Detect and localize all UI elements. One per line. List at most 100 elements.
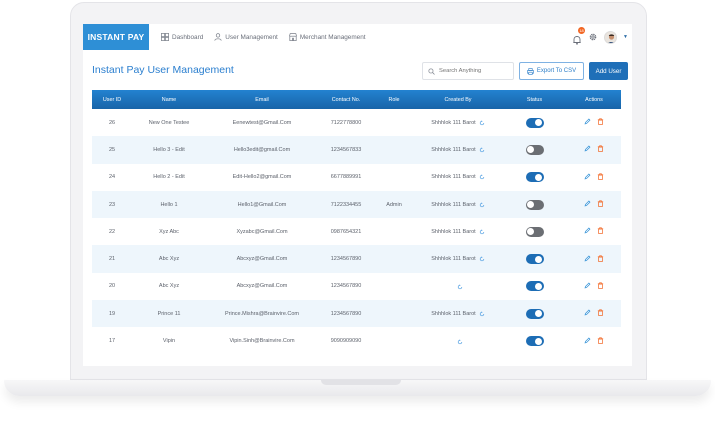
cell-contact: 1234567890 xyxy=(330,283,362,290)
status-toggle[interactable] xyxy=(525,226,544,237)
refresh-icon[interactable] xyxy=(457,338,463,345)
edit-icon[interactable] xyxy=(584,255,591,262)
nav-merchant-management[interactable]: Merchant Management xyxy=(288,33,366,41)
page-title: Instant Pay User Management xyxy=(92,64,234,76)
table-row[interactable]: 20 Abc Xyz Abcxyz@Gmail.Com 1234567890 xyxy=(92,273,621,300)
search-input[interactable] xyxy=(439,68,509,74)
user-icon xyxy=(214,33,222,41)
status-toggle[interactable] xyxy=(525,199,544,210)
refresh-icon[interactable] xyxy=(479,120,485,126)
delete-icon[interactable] xyxy=(597,200,604,207)
cell-status xyxy=(502,136,567,163)
cell-status xyxy=(502,218,567,245)
col-header-email[interactable]: Email xyxy=(255,96,269,103)
cell-actions xyxy=(567,218,621,245)
table-row[interactable]: 21 Abc Xyz Abcxyz@Gmail.Com 1234567890 Shhhl… xyxy=(92,245,621,273)
cell-contact: 1234567890 xyxy=(330,256,362,263)
brand-logo[interactable]: INSTANT PAY xyxy=(83,24,149,50)
toggle-knob xyxy=(535,119,542,127)
add-user-button[interactable]: Add User xyxy=(589,62,628,80)
export-csv-button[interactable]: Export To CSV xyxy=(519,62,584,80)
refresh-icon[interactable] xyxy=(479,229,485,235)
table-row[interactable]: 22 Xyz Abc Xyzabc@Gmail.Com 0987654321 Shhhl… xyxy=(92,218,621,245)
edit-icon[interactable] xyxy=(584,337,591,344)
cell-contact: 7122778800 xyxy=(330,119,362,126)
delete-icon[interactable] xyxy=(597,118,604,126)
col-header-actions: Actions xyxy=(585,96,603,103)
gear-icon[interactable] xyxy=(588,32,598,42)
delete-icon[interactable] xyxy=(597,309,604,317)
table-row[interactable]: 24 Hello 2 - Edit Edit-Hello2@gmail.Com 667… xyxy=(92,164,621,191)
table-row[interactable]: 26 New One Testee Eenewtest@Gmail.Com 71227… xyxy=(92,109,621,136)
col-header-status[interactable]: Status xyxy=(526,96,543,103)
refresh-icon[interactable] xyxy=(479,311,485,317)
col-header-created-by[interactable]: Created By xyxy=(444,96,472,103)
delete-icon[interactable] xyxy=(597,145,604,153)
table-header-row: User ID Name Email Contact No. Role Crea… xyxy=(92,90,621,109)
cell-actions xyxy=(567,245,621,272)
nav-dashboard[interactable]: Dashboard xyxy=(161,33,203,41)
refresh-icon[interactable] xyxy=(479,201,485,208)
cell-created-by: Shhhlok 111 Barot xyxy=(414,300,502,327)
edit-icon[interactable] xyxy=(584,227,591,234)
notification-button[interactable]: 18 xyxy=(572,27,586,45)
grid-icon xyxy=(161,33,169,41)
refresh-icon[interactable] xyxy=(479,147,485,153)
delete-icon[interactable] xyxy=(597,254,604,262)
search-field[interactable] xyxy=(422,62,514,80)
edit-icon[interactable] xyxy=(584,282,591,289)
created-by-text: Shhhlok 111 Barot xyxy=(431,119,476,126)
cell-contact: 0987654321 xyxy=(330,228,362,235)
nav-user-management[interactable]: User Management xyxy=(214,33,278,41)
cell-name: Hello 1 xyxy=(160,201,178,208)
cell-actions xyxy=(567,136,621,163)
table-row[interactable]: 25 Hello 3 - Edit Hello3edit@gmail.Com 1234… xyxy=(92,136,621,164)
status-toggle[interactable] xyxy=(525,254,544,265)
nav-dashboard-label: Dashboard xyxy=(172,33,204,41)
table-body: 26 New One Testee Eenewtest@Gmail.Com 71227… xyxy=(92,109,621,355)
chevron-down-icon[interactable]: ▼ xyxy=(623,34,628,40)
cell-name: New One Testee xyxy=(148,119,190,126)
delete-icon[interactable] xyxy=(597,173,604,180)
cell-created-by: Shhhlok 111 Barot xyxy=(414,245,502,272)
edit-icon[interactable] xyxy=(584,200,591,207)
cell-created-by xyxy=(414,327,502,354)
status-toggle[interactable] xyxy=(525,281,544,292)
delete-icon[interactable] xyxy=(597,336,604,344)
col-header-user-id[interactable]: User ID xyxy=(102,96,122,103)
edit-icon[interactable] xyxy=(584,145,591,152)
cell-status xyxy=(502,327,567,354)
cell-user-id: 22 xyxy=(108,228,116,235)
cell-created-by: Shhhlok 111 Barot xyxy=(414,109,502,136)
status-toggle[interactable] xyxy=(525,308,544,319)
edit-icon[interactable] xyxy=(584,309,591,316)
cell-user-id: 17 xyxy=(108,338,116,345)
status-toggle[interactable] xyxy=(525,144,544,155)
cell-email: Xyzabc@Gmail.Com xyxy=(236,228,288,235)
status-toggle[interactable] xyxy=(525,117,544,128)
cell-role xyxy=(374,327,414,354)
status-toggle[interactable] xyxy=(525,172,544,183)
cell-status xyxy=(502,273,567,300)
delete-icon[interactable] xyxy=(597,227,604,235)
cell-actions xyxy=(567,164,621,191)
refresh-icon[interactable] xyxy=(479,174,485,180)
avatar[interactable] xyxy=(604,30,618,44)
cell-name: Hello 2 - Edit xyxy=(153,174,185,181)
edit-icon[interactable] xyxy=(584,173,591,180)
search-icon xyxy=(428,67,435,75)
status-toggle[interactable] xyxy=(525,336,544,347)
table-row[interactable]: 19 Prince 11 Prince.Mishra@Brainvire.Com 12… xyxy=(92,300,621,328)
col-header-contact[interactable]: Contact No. xyxy=(331,96,361,103)
refresh-icon[interactable] xyxy=(479,256,485,262)
col-header-name[interactable]: Name xyxy=(161,96,177,103)
table-row[interactable]: 17 Vipin Vipin.Sinh@Brainvire.Com 909090909… xyxy=(92,327,621,354)
col-header-role[interactable]: Role xyxy=(388,96,400,103)
nav-merchant-management-label: Merchant Management xyxy=(299,33,366,41)
bell-icon xyxy=(573,36,581,45)
refresh-icon[interactable] xyxy=(457,284,463,290)
edit-icon[interactable] xyxy=(584,118,591,125)
cell-user-id: 24 xyxy=(108,174,116,181)
delete-icon[interactable] xyxy=(597,282,604,289)
table-row[interactable]: 23 Hello 1 Hello1@Gmail.Com 7122334455 Admin… xyxy=(92,190,621,219)
